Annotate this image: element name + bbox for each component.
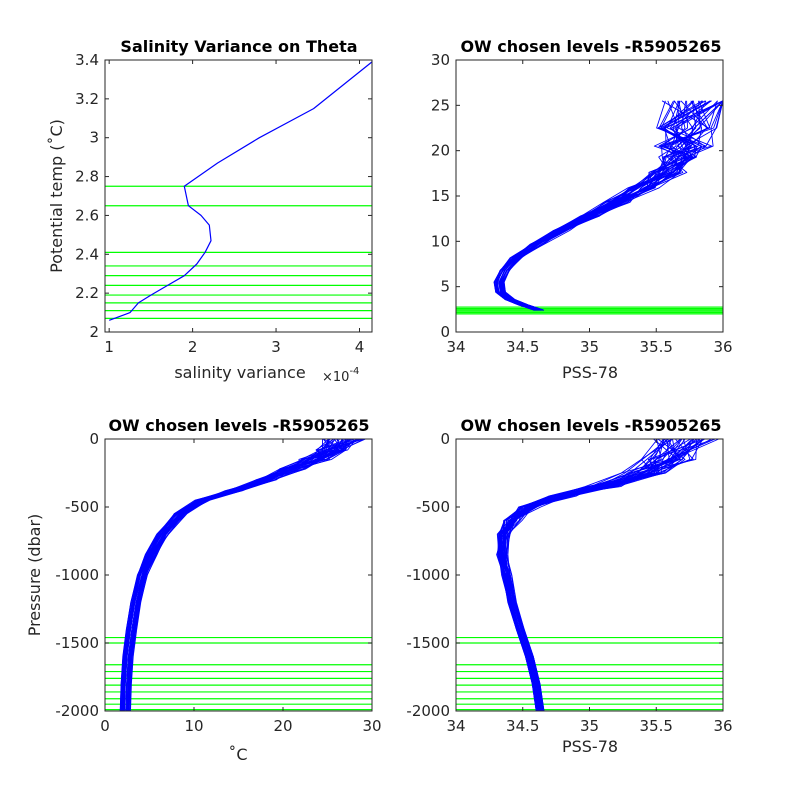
x-tick-label: 34.5 [506,338,539,356]
y-tick-label: -1500 [55,634,99,652]
y-tick-label: -1000 [406,566,450,584]
profile-line [502,438,669,712]
y-tick-label: 2.2 [75,284,99,302]
profile-line [498,438,697,712]
profile-line [126,438,360,712]
x-tick-label: 34 [446,717,465,735]
y-tick-label: -1000 [55,566,99,584]
panel-3-axes-frame [104,438,373,712]
y-tick-label: 2 [89,323,99,341]
panel-2-axes-frame [455,59,724,333]
y-tick-label: 2.6 [75,206,99,224]
panel-1-ylabel: Potential temp (˚C) [47,119,66,273]
panel-4-axes-frame [455,438,724,712]
panel-3-profile-lines [119,438,366,712]
y-tick-label: 0 [440,323,450,341]
y-tick-label: 3.2 [75,90,99,108]
x-tick-label: 30 [362,717,381,735]
y-tick-label: -500 [416,498,450,516]
profile-line [493,100,704,311]
y-tick-label: 15 [431,187,450,205]
panel-3-ylabel: Pressure (dbar) [25,514,44,637]
panel-1-level-lines [105,185,372,319]
y-tick-label: -2000 [406,702,450,720]
profile-line [119,438,348,712]
panel-1-xlabel: salinity variance [174,363,305,382]
x-tick-label: 34 [446,338,465,356]
x-tick-label: 4 [355,338,365,356]
y-tick-label: 0 [440,430,450,448]
profile-line [502,100,724,311]
x-tick-label: 35.5 [640,338,673,356]
panel-2-xlabel: PSS-78 [562,363,618,382]
profile-line [504,438,679,712]
x-tick-label: 1 [104,338,114,356]
x-tick-label: 0 [100,717,110,735]
panel-theta-salinity: OW chosen levels -R5905265 PSS-78 34 34.5… [431,37,733,382]
x-tick-label: 36 [713,338,732,356]
y-tick-label: 25 [431,96,450,114]
panel-2-profile-lines [493,100,724,311]
y-tick-label: -2000 [55,702,99,720]
y-tick-label: 10 [431,232,450,250]
panel-3-ticks: 0 10 20 30 -2000 -1500 -1000 -500 0 [55,430,381,735]
y-tick-label: 2.8 [75,168,99,186]
panel-1-ticks: 1 2 3 422.22.42.62.833.23.4 [75,51,372,356]
y-tick-label: 2.4 [75,245,99,263]
x-tick-label: 3 [271,338,281,356]
x-tick-label: 10 [184,717,203,735]
y-tick-label: 0 [89,430,99,448]
x-tick-label: 2 [188,338,198,356]
y-tick-label: 30 [431,51,450,69]
y-tick-label: -1500 [406,634,450,652]
y-tick-label: 3 [89,129,99,147]
panel-3-xlabel: ˚C [228,745,247,764]
panel-salinity-pressure: OW chosen levels -R5905265 PSS-78 34 34.5… [406,416,732,756]
profile-line [501,100,724,311]
panel-1-x-exponent: ×10-4 [322,366,359,385]
panel-2-title: OW chosen levels -R5905265 [460,37,721,56]
x-tick-label: 35 [580,717,599,735]
x-tick-label: 34.5 [506,717,539,735]
panel-1-title: Salinity Variance on Theta [120,37,357,56]
panel-1-axes-frame [104,59,373,333]
panel-4-title: OW chosen levels -R5905265 [460,416,721,435]
panel-4-xlabel: PSS-78 [562,737,618,756]
y-tick-label: 3.4 [75,51,99,69]
x-tick-label: 35.5 [640,717,673,735]
panel-3-title: OW chosen levels -R5905265 [108,416,369,435]
panel-1-profile-lines [108,61,373,321]
y-tick-label: -500 [65,498,99,516]
panel-4-ticks: 34 34.5 35 35.5 36 -2000 -1500 -1000 -500 0 [406,430,732,735]
panel-salinity-variance: Salinity Variance on Theta salinity vari… [47,37,373,385]
x-tick-label: 35 [580,338,599,356]
panel-2-ticks: 34 34.5 35 35.5 36 0 5 10 15 20 25 30 [431,51,733,356]
y-tick-label: 20 [431,142,450,160]
x-tick-label: 36 [713,717,732,735]
profile-line [108,61,373,321]
panel-4-profile-lines [496,438,719,712]
x-tick-label: 20 [273,717,292,735]
profile-line [502,438,686,712]
panel-2-level-lines [456,306,723,315]
panel-3-level-lines [105,636,372,711]
y-tick-label: 5 [440,278,450,296]
panel-temperature-pressure: OW chosen levels -R5905265 ˚C Pressure (… [25,416,382,764]
